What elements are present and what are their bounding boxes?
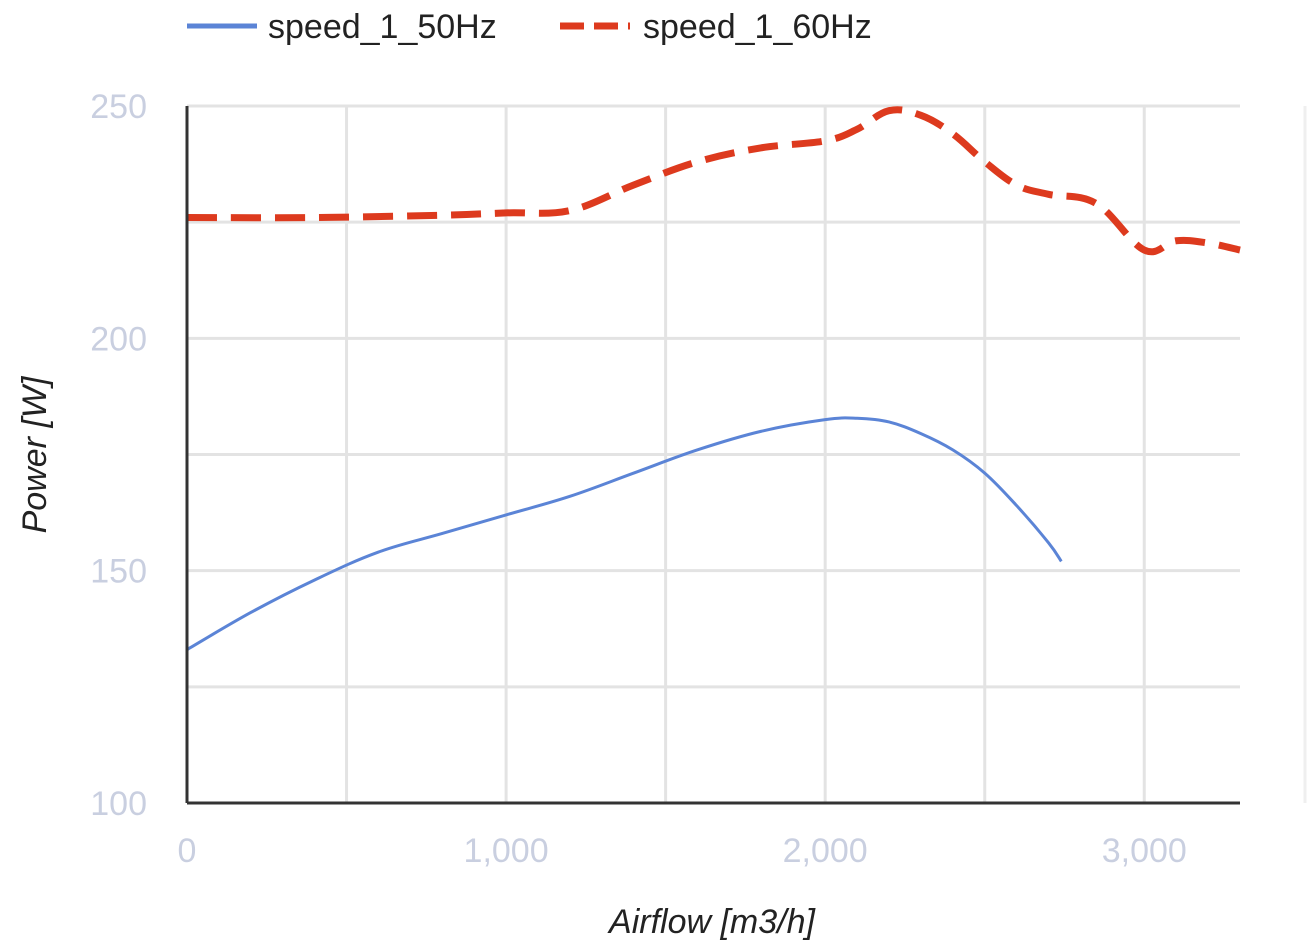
x-tick-label: 0 — [178, 832, 197, 870]
legend-label-speed_1_50Hz: speed_1_50Hz — [268, 8, 497, 46]
series-line-speed_1_60Hz — [186, 106, 1241, 256]
axes — [185, 106, 1240, 805]
legend-label-speed_1_60Hz: speed_1_60Hz — [643, 8, 872, 46]
x-tick-label: 2,000 — [783, 832, 868, 870]
x-tick-label: 3,000 — [1102, 832, 1187, 870]
y-tick-label: 200 — [90, 320, 147, 358]
y-tick-label: 250 — [90, 88, 147, 126]
legend: speed_1_50Hz speed_1_60Hz — [187, 8, 872, 46]
x-axis-ticks: 0 1,000 2,000 3,000 — [178, 832, 1187, 870]
y-axis-title: Power [W] — [16, 375, 54, 533]
gridlines — [187, 104, 1307, 803]
y-tick-label: 100 — [90, 785, 147, 823]
y-axis-ticks: 100 150 200 250 — [90, 88, 147, 823]
plot-series — [186, 106, 1241, 651]
series-line-speed_1_50Hz — [186, 416, 1063, 651]
x-tick-label: 1,000 — [464, 832, 549, 870]
y-tick-label: 150 — [90, 553, 147, 591]
x-axis-title: Airflow [m3/h] — [607, 903, 816, 941]
